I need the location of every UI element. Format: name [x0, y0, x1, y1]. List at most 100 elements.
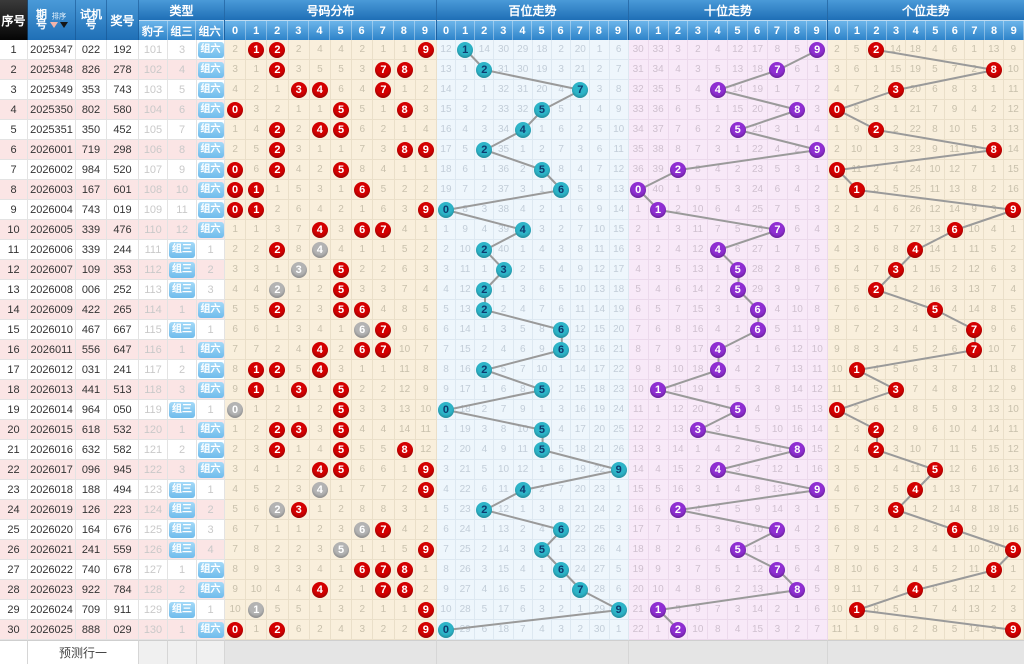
- trend-cell: 11: [847, 160, 867, 180]
- type-hit-chip: 组三: [169, 521, 195, 538]
- period-number: 2026014: [28, 400, 76, 420]
- distribution-cell: 1: [330, 320, 353, 340]
- trend-cell: 0: [628, 180, 649, 200]
- trend-cell: 16: [628, 500, 649, 520]
- trend-cell: 7: [866, 580, 887, 600]
- trend-cell: 19: [456, 420, 476, 440]
- trend-cell: 6: [728, 240, 749, 260]
- distribution-cell: 1: [415, 500, 437, 520]
- sort-widget[interactable]: 排序: [49, 12, 68, 28]
- prize-number: 601: [107, 180, 139, 200]
- trend-cell: 7: [748, 460, 768, 480]
- trend-cell: 37: [494, 180, 514, 200]
- trend-cell: 11: [767, 440, 788, 460]
- trend-cell: 11: [964, 240, 985, 260]
- trend-cell: 10: [847, 140, 867, 160]
- trend-cell: 3: [767, 280, 788, 300]
- trend-cell: 1: [668, 180, 689, 200]
- distribution-cell: 2: [309, 280, 331, 300]
- trend-cell: 9: [1004, 200, 1024, 220]
- trend-cell: 1: [609, 480, 629, 500]
- zuliu-cell: 组六: [197, 180, 225, 200]
- trend-cell: 2: [571, 620, 591, 640]
- trend-cell: 5: [886, 360, 907, 380]
- trend-cell: 14: [436, 80, 457, 100]
- trend-cell: 1: [1004, 560, 1024, 580]
- trend-cell: 3: [668, 560, 689, 580]
- trend-cell: 16: [1004, 520, 1024, 540]
- trend-cell: 7: [787, 240, 808, 260]
- trend-cell: 1: [964, 40, 985, 60]
- trend-cell: 1: [886, 280, 907, 300]
- trend-cell: 15: [494, 560, 514, 580]
- distribution-cell: 2: [309, 400, 331, 420]
- trend-cell: 2: [513, 520, 533, 540]
- trend-cell: 6: [866, 400, 887, 420]
- header-period[interactable]: 期号 排序: [28, 0, 76, 40]
- trend-cell: 10: [494, 460, 514, 480]
- distribution-cell: 3: [288, 380, 310, 400]
- distribution-cell: 5: [373, 180, 395, 200]
- baozi-miss-cell: 118: [139, 380, 168, 400]
- trend-cell: 6: [532, 280, 552, 300]
- hit-digit-circle: 2: [476, 361, 493, 378]
- hit-digit-circle: 9: [809, 141, 826, 158]
- hit-digit-circle: 6: [354, 561, 371, 578]
- trend-cell: 15: [571, 380, 591, 400]
- trend-cell: 6: [748, 300, 768, 320]
- trend-cell: 1: [475, 80, 495, 100]
- hit-digit-circle: 4: [907, 241, 924, 258]
- distribution-cell: 1: [330, 560, 353, 580]
- hit-digit-circle: 0: [227, 621, 244, 638]
- trend-cell: 9: [847, 540, 867, 560]
- trend-cell: 20: [532, 80, 552, 100]
- hit-digit-circle: 9: [417, 141, 434, 158]
- distribution-cell: 2: [373, 260, 395, 280]
- trend-cell: 13: [688, 260, 709, 280]
- distribution-cell: 4: [373, 160, 395, 180]
- trend-cell: 12: [945, 160, 965, 180]
- trend-cell: 1: [648, 380, 669, 400]
- prize-number: 452: [107, 120, 139, 140]
- trend-cell: 2: [475, 340, 495, 360]
- type-hit-chip: 组三: [169, 241, 195, 258]
- hit-digit-circle: 0: [437, 201, 454, 218]
- prediction-row-label[interactable]: 预测行一: [28, 640, 139, 664]
- distribution-cell: 6: [352, 460, 374, 480]
- digit-column-header: 3: [494, 21, 514, 40]
- trend-cell: 6: [945, 40, 965, 60]
- period-number: 2026024: [28, 600, 76, 620]
- sort-desc-icon[interactable]: [59, 22, 68, 28]
- trend-cell: 3: [906, 540, 926, 560]
- prize-number: 559: [107, 540, 139, 560]
- distribution-cell: 9: [394, 320, 416, 340]
- footer-cell: [139, 640, 168, 664]
- trend-cell: 4: [866, 200, 887, 220]
- trend-cell: 3: [807, 100, 828, 120]
- trend-cell: 7: [767, 220, 788, 240]
- trend-cell: 3: [475, 120, 495, 140]
- sort-asc-icon[interactable]: [49, 22, 58, 28]
- hit-digit-circle: 4: [311, 221, 328, 238]
- trend-cell: 12: [513, 460, 533, 480]
- distribution-cell: 1: [309, 500, 331, 520]
- hit-digit-circle: 4: [907, 481, 924, 498]
- trend-cell: 8: [984, 60, 1004, 80]
- trend-cell: 14: [964, 300, 985, 320]
- hit-digit-circle: 0: [227, 101, 244, 118]
- distribution-cell: 8: [373, 500, 395, 520]
- row-index: 13: [0, 280, 28, 300]
- zusan-cell: 组三: [168, 600, 197, 620]
- trend-cell: 9: [945, 100, 965, 120]
- trend-cell: 10: [984, 340, 1004, 360]
- trend-cell: 3: [827, 60, 848, 80]
- trend-cell: 2: [827, 440, 848, 460]
- trend-cell: 1: [571, 600, 591, 620]
- distribution-cell: 3: [288, 560, 310, 580]
- trend-cell: 6: [847, 300, 867, 320]
- trend-cell: 8: [787, 100, 808, 120]
- trend-cell: 6: [708, 200, 729, 220]
- distribution-cell: 7: [373, 560, 395, 580]
- trend-cell: 2: [807, 80, 828, 100]
